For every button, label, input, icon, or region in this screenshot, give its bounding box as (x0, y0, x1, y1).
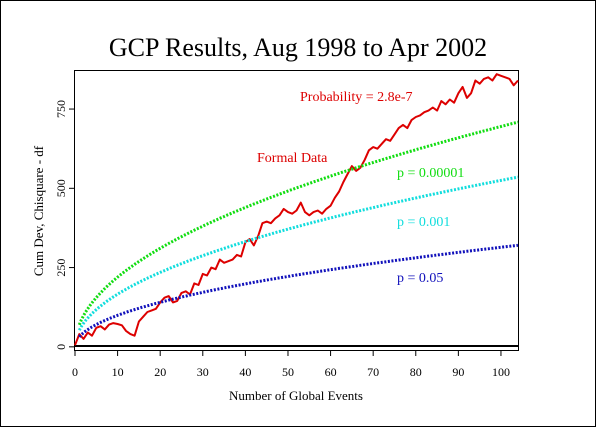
x-tick-label: 60 (325, 365, 337, 379)
x-tick-label: 80 (410, 365, 422, 379)
y-tick-label: 250 (54, 259, 68, 277)
x-axis: 0 10 20 30 40 50 60 70 80 90 100 (72, 350, 510, 379)
series-p-0-05 (78, 243, 519, 338)
p-001-label: p = 0.001 (397, 215, 450, 230)
x-tick-label: 20 (154, 365, 166, 379)
series-formal-data (74, 73, 519, 346)
x-tick-label: 70 (367, 365, 379, 379)
plot-frame (74, 70, 519, 351)
y-tick-label: 750 (54, 100, 68, 118)
x-tick-label: 0 (72, 365, 78, 379)
x-axis-label: Number of Global Events (229, 388, 363, 403)
probability-annotation: Probability = 2.8e-7 (300, 90, 413, 105)
series-p-0-00001 (77, 120, 519, 326)
chart-title: GCP Results, Aug 1998 to Apr 2002 (109, 33, 487, 62)
y-tick-label: 500 (54, 179, 68, 197)
x-tick-label: 30 (197, 365, 209, 379)
y-axis-label: Cum Dev, Chisquare - df (31, 145, 46, 276)
x-tick-label: 100 (492, 365, 510, 379)
x-tick-label: 90 (452, 365, 464, 379)
y-axis: 0 250 500 750 (54, 100, 75, 350)
formal-data-label: Formal Data (257, 151, 328, 166)
x-tick-label: 40 (239, 365, 251, 379)
y-tick-label: 0 (54, 344, 68, 350)
p-00001-label: p = 0.00001 (397, 166, 464, 181)
series-layer (74, 73, 519, 346)
series-p-0-001 (77, 175, 519, 331)
x-tick-label: 50 (282, 365, 294, 379)
p-05-label: p = 0.05 (397, 271, 443, 286)
x-tick-label: 10 (112, 365, 124, 379)
